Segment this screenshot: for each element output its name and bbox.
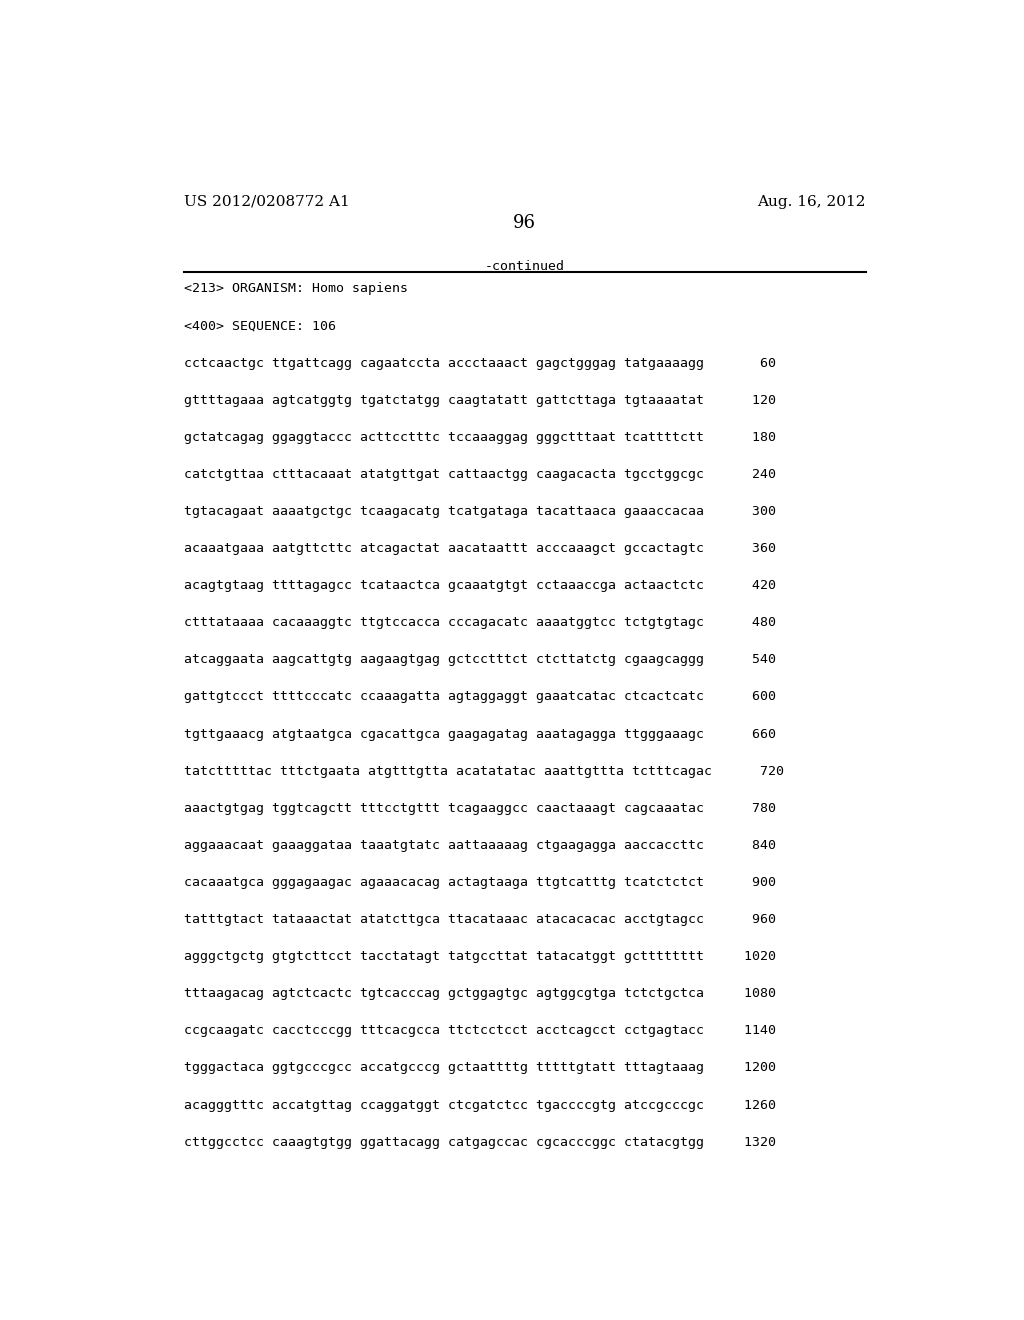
Text: <213> ORGANISM: Homo sapiens: <213> ORGANISM: Homo sapiens [183,282,408,296]
Text: aaactgtgag tggtcagctt tttcctgttt tcagaaggcc caactaaagt cagcaaatac      780: aaactgtgag tggtcagctt tttcctgttt tcagaag… [183,801,775,814]
Text: tgggactaca ggtgcccgcc accatgcccg gctaattttg tttttgtatt tttagtaaag     1200: tgggactaca ggtgcccgcc accatgcccg gctaatt… [183,1061,775,1074]
Text: ccgcaagatc cacctcccgg tttcacgcca ttctcctcct acctcagcct cctgagtacc     1140: ccgcaagatc cacctcccgg tttcacgcca ttctcct… [183,1024,775,1038]
Text: acagggtttc accatgttag ccaggatggt ctcgatctcc tgaccccgtg atccgcccgc     1260: acagggtttc accatgttag ccaggatggt ctcgatc… [183,1098,775,1111]
Text: gttttagaaa agtcatggtg tgatctatgg caagtatatt gattcttaga tgtaaaatat      120: gttttagaaa agtcatggtg tgatctatgg caagtat… [183,393,775,407]
Text: -continued: -continued [484,260,565,273]
Text: <400> SEQUENCE: 106: <400> SEQUENCE: 106 [183,319,336,333]
Text: cttggcctcc caaagtgtgg ggattacagg catgagccac cgcacccggc ctatacgtgg     1320: cttggcctcc caaagtgtgg ggattacagg catgagc… [183,1135,775,1148]
Text: ctttataaaa cacaaaggtc ttgtccacca cccagacatc aaaatggtcc tctgtgtagc      480: ctttataaaa cacaaaggtc ttgtccacca cccagac… [183,616,775,630]
Text: Aug. 16, 2012: Aug. 16, 2012 [758,195,866,209]
Text: tatctttttac tttctgaata atgtttgtta acatatatac aaattgttta tctttcagac      720: tatctttttac tttctgaata atgtttgtta acatat… [183,764,783,777]
Text: catctgttaa ctttacaaat atatgttgat cattaactgg caagacacta tgcctggcgc      240: catctgttaa ctttacaaat atatgttgat cattaac… [183,467,775,480]
Text: cacaaatgca gggagaagac agaaacacag actagtaaga ttgtcatttg tcatctctct      900: cacaaatgca gggagaagac agaaacacag actagta… [183,876,775,888]
Text: cctcaactgc ttgattcagg cagaatccta accctaaact gagctgggag tatgaaaagg       60: cctcaactgc ttgattcagg cagaatccta accctaa… [183,356,775,370]
Text: agggctgctg gtgtcttcct tacctatagt tatgccttat tatacatggt gctttttttt     1020: agggctgctg gtgtcttcct tacctatagt tatgcct… [183,950,775,964]
Text: acagtgtaag ttttagagcc tcataactca gcaaatgtgt cctaaaccga actaactctc      420: acagtgtaag ttttagagcc tcataactca gcaaatg… [183,579,775,593]
Text: tgttgaaacg atgtaatgca cgacattgca gaagagatag aaatagagga ttgggaaagc      660: tgttgaaacg atgtaatgca cgacattgca gaagaga… [183,727,775,741]
Text: atcaggaata aagcattgtg aagaagtgag gctcctttct ctcttatctg cgaagcaggg      540: atcaggaata aagcattgtg aagaagtgag gctcctt… [183,653,775,667]
Text: gattgtccct ttttcccatc ccaaagatta agtaggaggt gaaatcatac ctcactcatc      600: gattgtccct ttttcccatc ccaaagatta agtagga… [183,690,775,704]
Text: tttaagacag agtctcactc tgtcacccag gctggagtgc agtggcgtga tctctgctca     1080: tttaagacag agtctcactc tgtcacccag gctggag… [183,987,775,1001]
Text: tatttgtact tataaactat atatcttgca ttacataaac atacacacac acctgtagcc      960: tatttgtact tataaactat atatcttgca ttacata… [183,913,775,927]
Text: 96: 96 [513,214,537,232]
Text: acaaatgaaa aatgttcttc atcagactat aacataattt acccaaagct gccactagtc      360: acaaatgaaa aatgttcttc atcagactat aacataa… [183,543,775,556]
Text: aggaaacaat gaaaggataa taaatgtatc aattaaaaag ctgaagagga aaccaccttc      840: aggaaacaat gaaaggataa taaatgtatc aattaaa… [183,840,775,851]
Text: US 2012/0208772 A1: US 2012/0208772 A1 [183,195,349,209]
Text: gctatcagag ggaggtaccc acttcctttc tccaaaggag gggctttaat tcattttctt      180: gctatcagag ggaggtaccc acttcctttc tccaaag… [183,430,775,444]
Text: tgtacagaat aaaatgctgc tcaagacatg tcatgataga tacattaaca gaaaccacaa      300: tgtacagaat aaaatgctgc tcaagacatg tcatgat… [183,506,775,517]
